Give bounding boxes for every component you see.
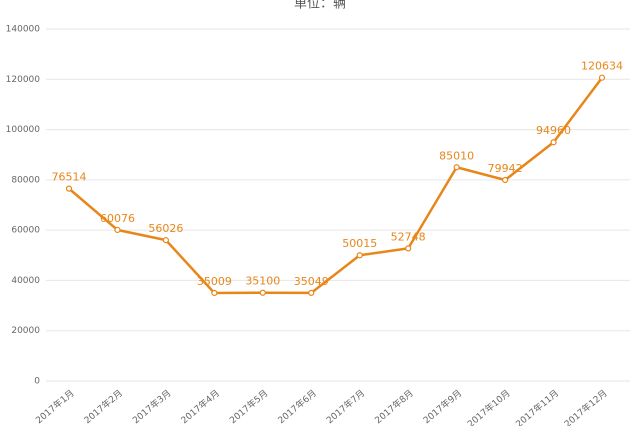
point bbox=[114, 226, 121, 234]
x-tick-label: 2017年7月 bbox=[324, 387, 367, 426]
point bbox=[453, 164, 460, 171]
data-label: 52748 bbox=[391, 230, 426, 243]
data-label: 60076 bbox=[100, 212, 135, 225]
x-tick-label: 2017年6月 bbox=[275, 387, 318, 426]
y-tick-label: 80000 bbox=[11, 175, 40, 185]
data-label: 94960 bbox=[536, 124, 571, 137]
y-tick-label: 120000 bbox=[6, 75, 41, 85]
point bbox=[259, 289, 266, 296]
x-tick-label: 2017年3月 bbox=[130, 387, 173, 426]
x-tick-label: 2017年1月 bbox=[33, 387, 76, 426]
point bbox=[405, 245, 412, 252]
x-tick-label: 2017年2月 bbox=[82, 387, 125, 426]
point bbox=[598, 74, 606, 81]
x-tick-label: 2017年9月 bbox=[421, 387, 464, 426]
point bbox=[162, 237, 170, 244]
point bbox=[65, 185, 73, 192]
point bbox=[501, 176, 509, 184]
line bbox=[68, 76, 603, 295]
data-label: 79942 bbox=[488, 162, 523, 175]
data-label: 35049 bbox=[294, 275, 329, 288]
y-tick-label: 60000 bbox=[11, 226, 40, 236]
point bbox=[211, 289, 218, 297]
y-tick-label: 140000 bbox=[6, 25, 41, 35]
chart-title: 单位：辆 bbox=[294, 0, 346, 12]
data-label: 35100 bbox=[245, 275, 280, 288]
data-label: 85010 bbox=[439, 149, 474, 162]
x-tick-label: 2017年10月 bbox=[465, 387, 513, 426]
x-tick-label: 2017年11月 bbox=[513, 387, 561, 426]
data-label: 56026 bbox=[148, 222, 183, 235]
x-tick-label: 2017年8月 bbox=[372, 387, 415, 426]
y-tick-label: 40000 bbox=[11, 276, 40, 286]
point bbox=[308, 289, 315, 296]
data-label: 76514 bbox=[52, 171, 87, 184]
point bbox=[356, 252, 363, 259]
y-tick-label: 20000 bbox=[11, 326, 40, 336]
point bbox=[550, 139, 557, 146]
y-tick-label: 0 bbox=[34, 377, 40, 387]
y-tick-label: 100000 bbox=[6, 125, 41, 135]
data-label: 120634 bbox=[581, 60, 623, 73]
x-tick-label: 2017年4月 bbox=[178, 387, 221, 426]
data-label: 50015 bbox=[342, 237, 377, 250]
x-tick-label: 2017年5月 bbox=[227, 387, 270, 426]
data-label: 35009 bbox=[197, 275, 232, 288]
x-tick-label: 2017年12月 bbox=[562, 387, 610, 426]
